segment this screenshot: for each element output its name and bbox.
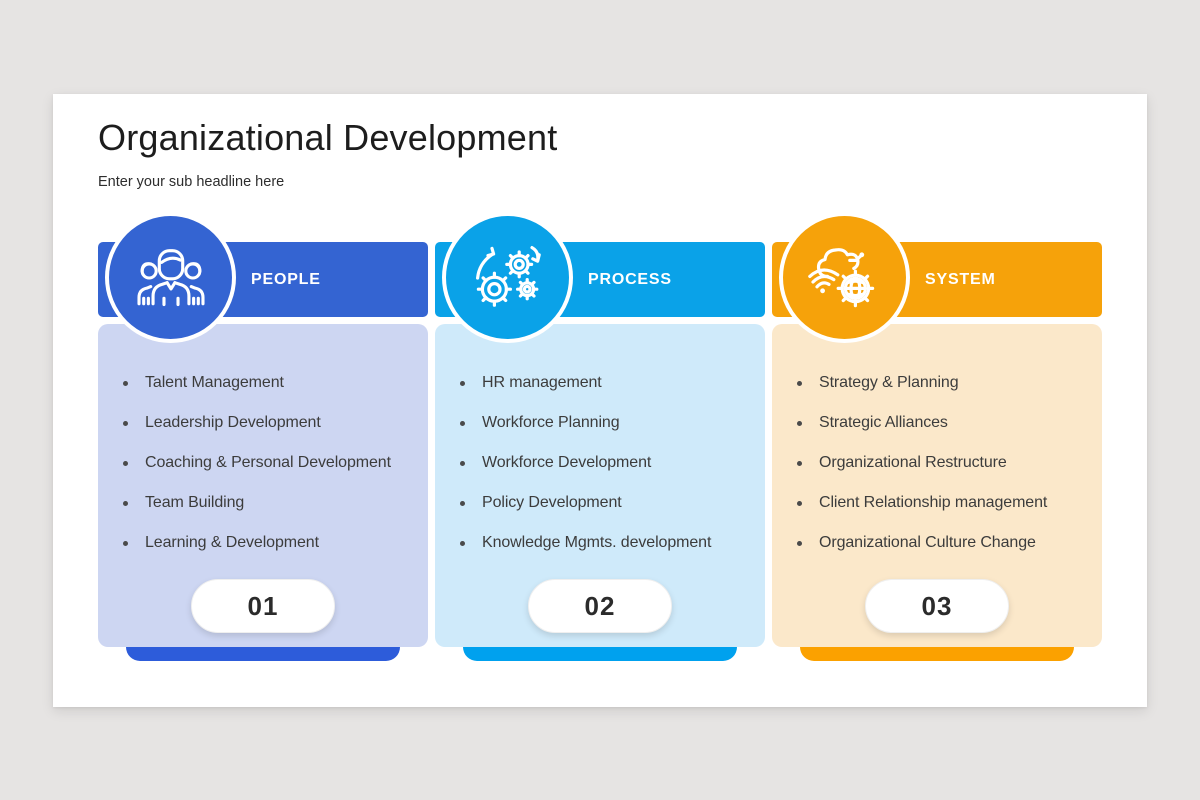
bullet-dot-icon xyxy=(797,420,802,426)
column-system: SYSTEM Strategy & Planning Strategic All… xyxy=(772,212,1102,661)
page-title: Organizational Development xyxy=(98,117,558,158)
item-label: HR management xyxy=(482,374,602,391)
item-label: Knowledge Mgmts. development xyxy=(482,534,712,551)
bullet-dot-icon xyxy=(123,460,128,466)
item-label: Learning & Development xyxy=(145,534,319,551)
column-header-label: SYSTEM xyxy=(925,270,996,288)
bullet-dot-icon xyxy=(460,500,465,506)
list-item: Organizational Restructure xyxy=(797,443,1090,483)
list-item: Learning & Development xyxy=(123,523,416,563)
list-item: Strategy & Planning xyxy=(797,363,1090,403)
bullet-dot-icon xyxy=(797,380,802,386)
bullet-dot-icon xyxy=(460,460,465,466)
bullet-dot-icon xyxy=(123,540,128,546)
list-item: Client Relationship management xyxy=(797,483,1090,523)
item-label: Strategy & Planning xyxy=(819,374,959,391)
list-item: Policy Development xyxy=(460,483,753,523)
system-circle-badge xyxy=(779,212,910,343)
list-item: Coaching & Personal Development xyxy=(123,443,416,483)
column-process: PROCESS HR management Workforce Planning… xyxy=(435,212,765,661)
list-item: Workforce Planning xyxy=(460,403,753,443)
bullet-dot-icon xyxy=(460,540,465,546)
bullet-dot-icon xyxy=(123,500,128,506)
bullet-dot-icon xyxy=(460,420,465,426)
bullet-dot-icon xyxy=(797,500,802,506)
slide: Organizational Development Enter your su… xyxy=(53,94,1147,707)
item-label: Team Building xyxy=(145,494,245,511)
number-label: 01 xyxy=(247,590,279,621)
list-item: HR management xyxy=(460,363,753,403)
column-people: PEOPLE Talent Management Leadership Deve… xyxy=(98,212,428,661)
item-label: Workforce Planning xyxy=(482,414,620,431)
page-subtitle: Enter your sub headline here xyxy=(98,174,285,190)
number-badge: 01 xyxy=(191,579,335,633)
bullet-list: Strategy & Planning Strategic Alliances … xyxy=(772,324,1102,563)
people-circle-badge xyxy=(105,212,236,343)
bullet-dot-icon xyxy=(123,380,128,386)
number-label: 03 xyxy=(921,590,953,621)
bullet-dot-icon xyxy=(460,380,465,386)
item-label: Policy Development xyxy=(482,494,622,511)
process-circle-badge xyxy=(442,212,573,343)
item-label: Organizational Culture Change xyxy=(819,534,1036,551)
number-badge: 03 xyxy=(865,579,1009,633)
columns-row: PEOPLE Talent Management Leadership Deve… xyxy=(98,212,1102,661)
bullet-list: Talent Management Leadership Development… xyxy=(98,324,428,563)
list-item: Workforce Development xyxy=(460,443,753,483)
item-label: Workforce Development xyxy=(482,454,652,471)
column-body-system: Strategy & Planning Strategic Alliances … xyxy=(772,324,1102,647)
list-item: Team Building xyxy=(123,483,416,523)
column-body-people: Talent Management Leadership Development… xyxy=(98,324,428,647)
column-header-label: PEOPLE xyxy=(251,270,321,288)
item-label: Coaching & Personal Development xyxy=(145,454,391,471)
system-cloud-gear-icon xyxy=(807,247,874,307)
item-label: Leadership Development xyxy=(145,414,321,431)
item-label: Organizational Restructure xyxy=(819,454,1007,471)
people-icon xyxy=(136,248,205,306)
column-header-label: PROCESS xyxy=(588,270,672,288)
item-label: Client Relationship management xyxy=(819,494,1048,511)
list-item: Organizational Culture Change xyxy=(797,523,1090,563)
item-label: Talent Management xyxy=(145,374,284,391)
list-item: Knowledge Mgmts. development xyxy=(460,523,753,563)
bullet-dot-icon xyxy=(123,420,128,426)
bullet-dot-icon xyxy=(797,460,802,466)
list-item: Strategic Alliances xyxy=(797,403,1090,443)
column-body-process: HR management Workforce Planning Workfor… xyxy=(435,324,765,647)
list-item: Talent Management xyxy=(123,363,416,403)
bullet-list: HR management Workforce Planning Workfor… xyxy=(435,324,765,563)
item-label: Strategic Alliances xyxy=(819,414,948,431)
list-item: Leadership Development xyxy=(123,403,416,443)
bullet-dot-icon xyxy=(797,540,802,546)
number-badge: 02 xyxy=(528,579,672,633)
number-label: 02 xyxy=(584,590,616,621)
process-gears-icon xyxy=(475,245,541,307)
